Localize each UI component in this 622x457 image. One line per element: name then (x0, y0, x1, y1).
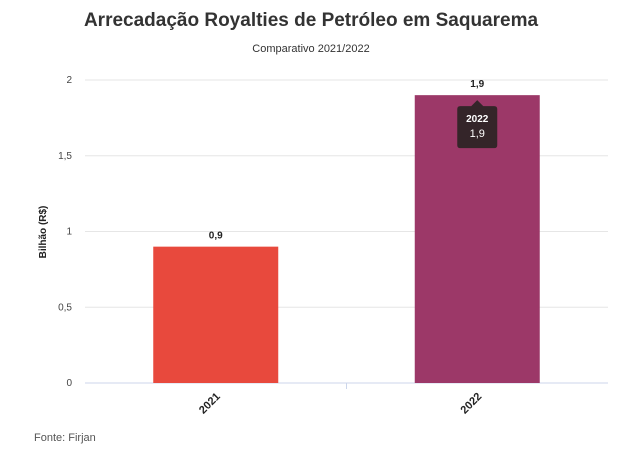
y-axis-label: Bilhão (R$) (38, 206, 49, 259)
tooltip-value: 1,9 (470, 128, 485, 140)
data-label: 0,9 (209, 231, 223, 242)
data-label: 1,9 (470, 79, 484, 90)
chart-title: Arrecadação Royalties de Petróleo em Saq… (83, 10, 539, 31)
y-tick-label: 1 (66, 227, 72, 238)
tooltip: 2022 1,9 (457, 100, 498, 149)
y-tick-label: 0 (66, 378, 72, 389)
source-note: Fonte: Firjan (34, 432, 96, 444)
y-axis-ticks: 0 0,5 1 1,5 2 (58, 75, 72, 389)
y-tick-label: 2 (66, 75, 72, 86)
tooltip-box (457, 100, 498, 149)
y-tick-label: 1,5 (58, 151, 72, 162)
data-labels: 0,9 1,9 (209, 79, 485, 242)
chart-subtitle: Comparativo 2021/2022 (252, 43, 370, 55)
x-tick-label: 2022 (459, 391, 485, 417)
tooltip-title: 2022 (466, 114, 489, 125)
x-axis-ticks: 2021 2022 (197, 383, 484, 416)
bar-2021[interactable] (153, 246, 279, 383)
x-tick-label: 2021 (197, 391, 223, 417)
y-tick-label: 0,5 (58, 302, 72, 313)
